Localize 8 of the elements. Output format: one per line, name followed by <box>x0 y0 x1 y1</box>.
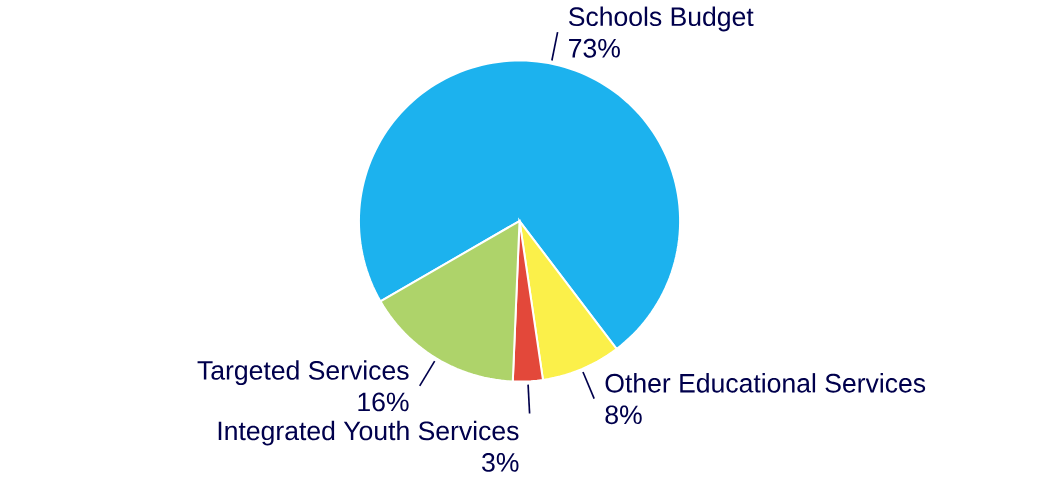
data-label: 8% <box>605 405 642 425</box>
slice-label: Schools Budget <box>568 6 754 32</box>
data-label: 16% <box>358 392 409 412</box>
slice-label: Targeted Services <box>197 360 409 386</box>
slice-label: Other Educational Services <box>605 373 926 393</box>
slice-label: Integrated Youth Services <box>218 420 519 446</box>
data-label: 3% <box>482 453 519 472</box>
data-label: 73% <box>569 38 620 58</box>
